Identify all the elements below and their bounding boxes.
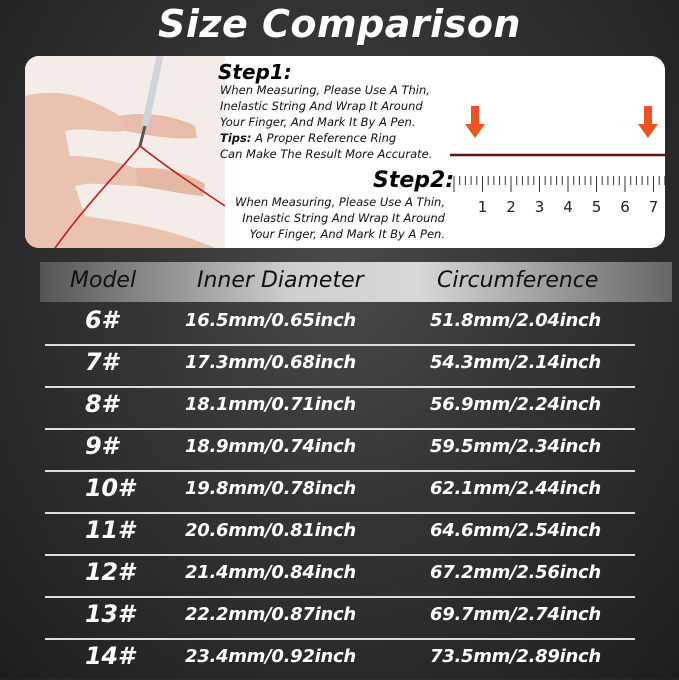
step1-text: When Measuring, Please Use A Thin, Inela… <box>220 82 432 162</box>
cell-model: 10# <box>85 474 135 502</box>
ruler-number: 2 <box>506 198 516 216</box>
cell-model: 11# <box>85 516 135 544</box>
cell-inner-diameter: 23.4mm/0.92inch <box>185 646 356 667</box>
cell-circumference: 56.9mm/2.24inch <box>430 394 601 415</box>
ruler-number: 5 <box>592 198 602 216</box>
header-model: Model <box>70 268 137 293</box>
table-row: 7# 17.3mm/0.68inch 54.3mm/2.14inch <box>45 344 635 388</box>
cell-circumference: 54.3mm/2.14inch <box>430 352 601 373</box>
step2-line: Your Finger, And Mark It By A Pen. <box>249 227 445 241</box>
cell-inner-diameter: 16.5mm/0.65inch <box>185 310 356 331</box>
ruler-number: 4 <box>563 198 573 216</box>
cell-model: 7# <box>85 348 118 376</box>
tips-label: Tips: <box>220 131 252 145</box>
cell-inner-diameter: 17.3mm/0.68inch <box>185 352 356 373</box>
step2-line: Inelastic String And Wrap It Around <box>242 211 445 225</box>
ruler-number: 3 <box>535 198 545 216</box>
step2-text: When Measuring, Please Use A Thin, Inela… <box>220 194 445 242</box>
cell-circumference: 62.1mm/2.44inch <box>430 478 601 499</box>
cell-circumference: 67.2mm/2.56inch <box>430 562 601 583</box>
table-header: Model Inner Diameter Circumference <box>40 262 672 302</box>
ruler-number: 6 <box>620 198 630 216</box>
table-row: 12# 21.4mm/0.84inch 67.2mm/2.56inch <box>45 554 635 598</box>
instruction-card: Step1: When Measuring, Please Use A Thin… <box>25 56 665 248</box>
cell-inner-diameter: 18.1mm/0.71inch <box>185 394 356 415</box>
cell-inner-diameter: 19.8mm/0.78inch <box>185 478 356 499</box>
step2-label: Step2: <box>373 168 455 193</box>
step1-line: Inelastic String And Wrap It Around <box>220 99 423 113</box>
page-title: Size Comparison <box>158 2 521 46</box>
hand-measuring-illustration <box>25 56 225 248</box>
table-row: 10# 19.8mm/0.78inch 62.1mm/2.44inch <box>45 470 635 514</box>
header-inner-diameter: Inner Diameter <box>197 268 364 293</box>
cell-inner-diameter: 21.4mm/0.84inch <box>185 562 356 583</box>
cell-circumference: 64.6mm/2.54inch <box>430 520 601 541</box>
cell-inner-diameter: 20.6mm/0.81inch <box>185 520 356 541</box>
cell-model: 9# <box>85 432 118 460</box>
step1-line: When Measuring, Please Use A Thin, <box>220 83 430 97</box>
cell-model: 12# <box>85 558 135 586</box>
table-row: 11# 20.6mm/0.81inch 64.6mm/2.54inch <box>45 512 635 556</box>
cell-model: 14# <box>85 642 135 670</box>
tips-text: A Proper Reference Ring <box>251 131 397 145</box>
step2-line: When Measuring, Please Use A Thin, <box>235 195 445 209</box>
tips-text: Can Make The Result More Accurate. <box>220 147 433 161</box>
cell-circumference: 69.7mm/2.74inch <box>430 604 601 625</box>
cell-circumference: 73.5mm/2.89inch <box>430 646 601 667</box>
step1-line: Your Finger, And Mark It By A Pen. <box>220 115 416 129</box>
tips-line: Tips: A Proper Reference Ring <box>220 130 432 146</box>
table-row: 13# 22.2mm/0.87inch 69.7mm/2.74inch <box>45 596 635 640</box>
cell-model: 8# <box>85 390 118 418</box>
cell-model: 6# <box>85 306 118 334</box>
table-row: 6# 16.5mm/0.65inch 51.8mm/2.04inch <box>45 302 635 346</box>
cell-circumference: 59.5mm/2.34inch <box>430 436 601 457</box>
step1-label: Step1: <box>218 60 292 84</box>
cell-inner-diameter: 18.9mm/0.74inch <box>185 436 356 457</box>
arrow-down-icon <box>465 106 485 138</box>
ruler-number: 7 <box>649 198 659 216</box>
cell-inner-diameter: 22.2mm/0.87inch <box>185 604 356 625</box>
cell-model: 13# <box>85 600 135 628</box>
arrow-down-icon <box>638 106 658 138</box>
cell-circumference: 51.8mm/2.04inch <box>430 310 601 331</box>
table-row: 8# 18.1mm/0.71inch 56.9mm/2.24inch <box>45 386 635 430</box>
table-row: 9# 18.9mm/0.74inch 59.5mm/2.34inch <box>45 428 635 472</box>
ruler-number: 1 <box>478 198 488 216</box>
table-row: 14# 23.4mm/0.92inch 73.5mm/2.89inch <box>45 638 635 680</box>
header-circumference: Circumference <box>437 268 599 293</box>
